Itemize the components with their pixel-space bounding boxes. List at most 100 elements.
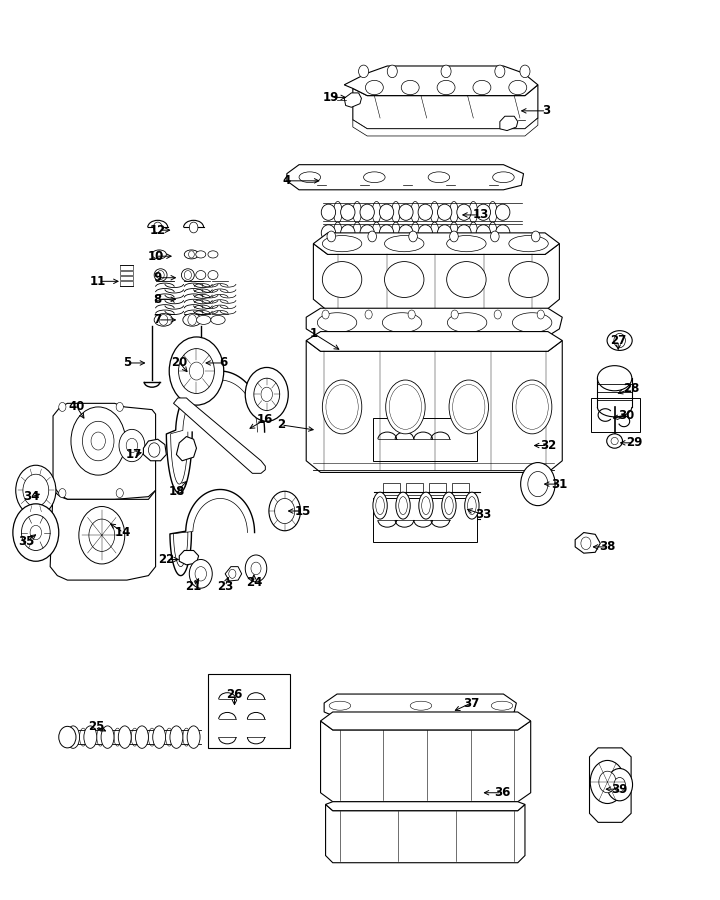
Ellipse shape — [333, 202, 342, 223]
Polygon shape — [174, 398, 266, 473]
Bar — [373, 418, 477, 461]
Ellipse shape — [323, 262, 361, 298]
Circle shape — [368, 231, 377, 242]
Circle shape — [599, 771, 616, 793]
Ellipse shape — [152, 250, 166, 259]
Ellipse shape — [611, 437, 618, 445]
Ellipse shape — [476, 204, 490, 220]
Ellipse shape — [598, 365, 632, 391]
Bar — [120, 276, 132, 281]
Circle shape — [387, 65, 397, 77]
Polygon shape — [500, 116, 518, 130]
Circle shape — [188, 314, 197, 325]
Ellipse shape — [96, 728, 104, 746]
Ellipse shape — [449, 380, 488, 434]
Text: 3: 3 — [542, 104, 551, 117]
Circle shape — [91, 432, 105, 450]
Bar — [591, 398, 639, 432]
Circle shape — [246, 367, 288, 421]
Bar — [120, 266, 132, 270]
Circle shape — [179, 348, 215, 393]
Ellipse shape — [360, 204, 374, 220]
Ellipse shape — [447, 312, 487, 332]
Ellipse shape — [442, 492, 456, 519]
Ellipse shape — [438, 225, 452, 241]
Polygon shape — [320, 721, 531, 802]
Ellipse shape — [153, 726, 166, 748]
Polygon shape — [575, 533, 600, 554]
Circle shape — [59, 402, 66, 411]
Ellipse shape — [422, 497, 431, 515]
Ellipse shape — [446, 262, 486, 298]
Circle shape — [189, 251, 194, 258]
Ellipse shape — [372, 222, 381, 244]
Text: 1: 1 — [310, 327, 318, 340]
Circle shape — [521, 463, 555, 506]
Ellipse shape — [492, 172, 514, 183]
Ellipse shape — [469, 222, 477, 244]
Text: 25: 25 — [88, 720, 104, 733]
Ellipse shape — [376, 497, 384, 515]
Ellipse shape — [607, 434, 623, 448]
Circle shape — [153, 222, 162, 233]
Text: 10: 10 — [148, 249, 163, 263]
Ellipse shape — [450, 222, 458, 244]
Circle shape — [246, 555, 267, 582]
Ellipse shape — [399, 225, 413, 241]
Text: 5: 5 — [123, 356, 131, 370]
Text: 32: 32 — [540, 439, 556, 452]
Polygon shape — [325, 805, 525, 863]
Text: 16: 16 — [257, 413, 274, 426]
Text: 30: 30 — [618, 410, 635, 422]
Circle shape — [269, 491, 300, 531]
Ellipse shape — [488, 222, 497, 244]
Ellipse shape — [211, 315, 225, 324]
Ellipse shape — [321, 204, 336, 220]
Ellipse shape — [437, 80, 455, 94]
Ellipse shape — [321, 225, 336, 241]
Circle shape — [79, 507, 125, 564]
Circle shape — [89, 519, 114, 552]
Circle shape — [184, 271, 192, 280]
Ellipse shape — [399, 204, 413, 220]
Text: 17: 17 — [126, 448, 142, 461]
Ellipse shape — [428, 172, 450, 183]
Bar — [373, 499, 477, 542]
Circle shape — [229, 570, 236, 579]
Polygon shape — [429, 483, 446, 495]
Text: 40: 40 — [68, 400, 85, 413]
Ellipse shape — [373, 492, 387, 519]
Circle shape — [450, 231, 458, 242]
Ellipse shape — [513, 312, 552, 332]
Circle shape — [408, 310, 415, 319]
Polygon shape — [353, 85, 538, 129]
Ellipse shape — [379, 204, 394, 220]
Ellipse shape — [390, 384, 422, 429]
Ellipse shape — [446, 236, 486, 252]
Ellipse shape — [411, 202, 420, 223]
Ellipse shape — [453, 384, 485, 429]
Ellipse shape — [419, 492, 433, 519]
Polygon shape — [306, 340, 562, 472]
Circle shape — [116, 489, 123, 498]
Text: 12: 12 — [150, 224, 166, 237]
Ellipse shape — [326, 384, 359, 429]
Circle shape — [156, 251, 162, 258]
Circle shape — [195, 567, 207, 581]
Ellipse shape — [353, 202, 361, 223]
Polygon shape — [179, 551, 199, 565]
Ellipse shape — [67, 726, 80, 748]
Ellipse shape — [464, 492, 479, 519]
Circle shape — [119, 429, 145, 462]
Circle shape — [537, 310, 544, 319]
Circle shape — [531, 231, 540, 242]
Circle shape — [59, 489, 66, 498]
Ellipse shape — [438, 204, 452, 220]
Ellipse shape — [101, 726, 114, 748]
Text: 34: 34 — [23, 491, 40, 503]
Circle shape — [13, 504, 59, 562]
Ellipse shape — [495, 225, 510, 241]
Text: 27: 27 — [610, 334, 626, 347]
Ellipse shape — [513, 380, 552, 434]
Polygon shape — [50, 491, 156, 580]
